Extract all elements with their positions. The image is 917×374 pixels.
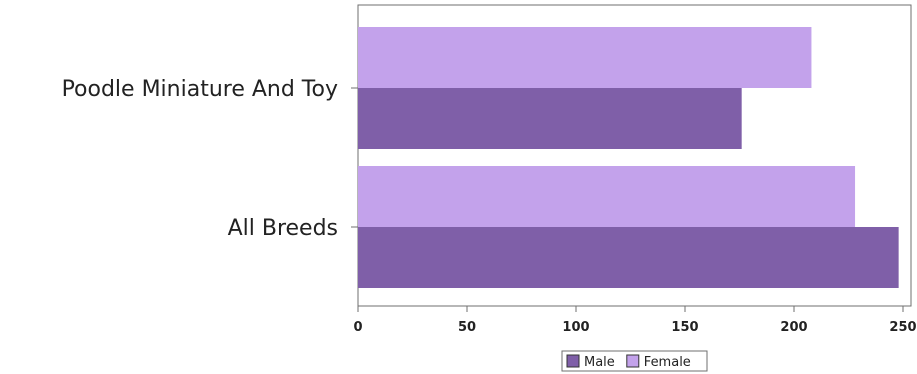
bar-male-0 bbox=[358, 88, 742, 149]
legend: Male Female bbox=[561, 350, 708, 372]
x-tick-label: 150 bbox=[671, 320, 698, 335]
plot-frame bbox=[357, 4, 912, 307]
x-tick-label: 0 bbox=[353, 320, 362, 335]
bars-group bbox=[358, 27, 899, 288]
legend-label-male: Male bbox=[584, 355, 615, 370]
bar-male-1 bbox=[358, 227, 899, 288]
category-label: All Breeds bbox=[228, 216, 338, 241]
category-label: Poodle Miniature And Toy bbox=[62, 77, 338, 102]
legend-swatch-male bbox=[566, 354, 580, 368]
x-tick-label: 250 bbox=[889, 320, 916, 335]
x-tick-label: 200 bbox=[780, 320, 807, 335]
x-tick-label: 100 bbox=[562, 320, 589, 335]
category-axis: Poodle Miniature And Toy All Breeds bbox=[62, 77, 358, 241]
bar-female-1 bbox=[358, 166, 856, 227]
legend-label-female: Female bbox=[644, 355, 691, 370]
bar-female-0 bbox=[358, 27, 812, 88]
x-tick-label: 50 bbox=[458, 320, 476, 335]
legend-swatch-female bbox=[626, 354, 640, 368]
x-axis: 0 50 100 150 200 250 bbox=[353, 306, 917, 335]
